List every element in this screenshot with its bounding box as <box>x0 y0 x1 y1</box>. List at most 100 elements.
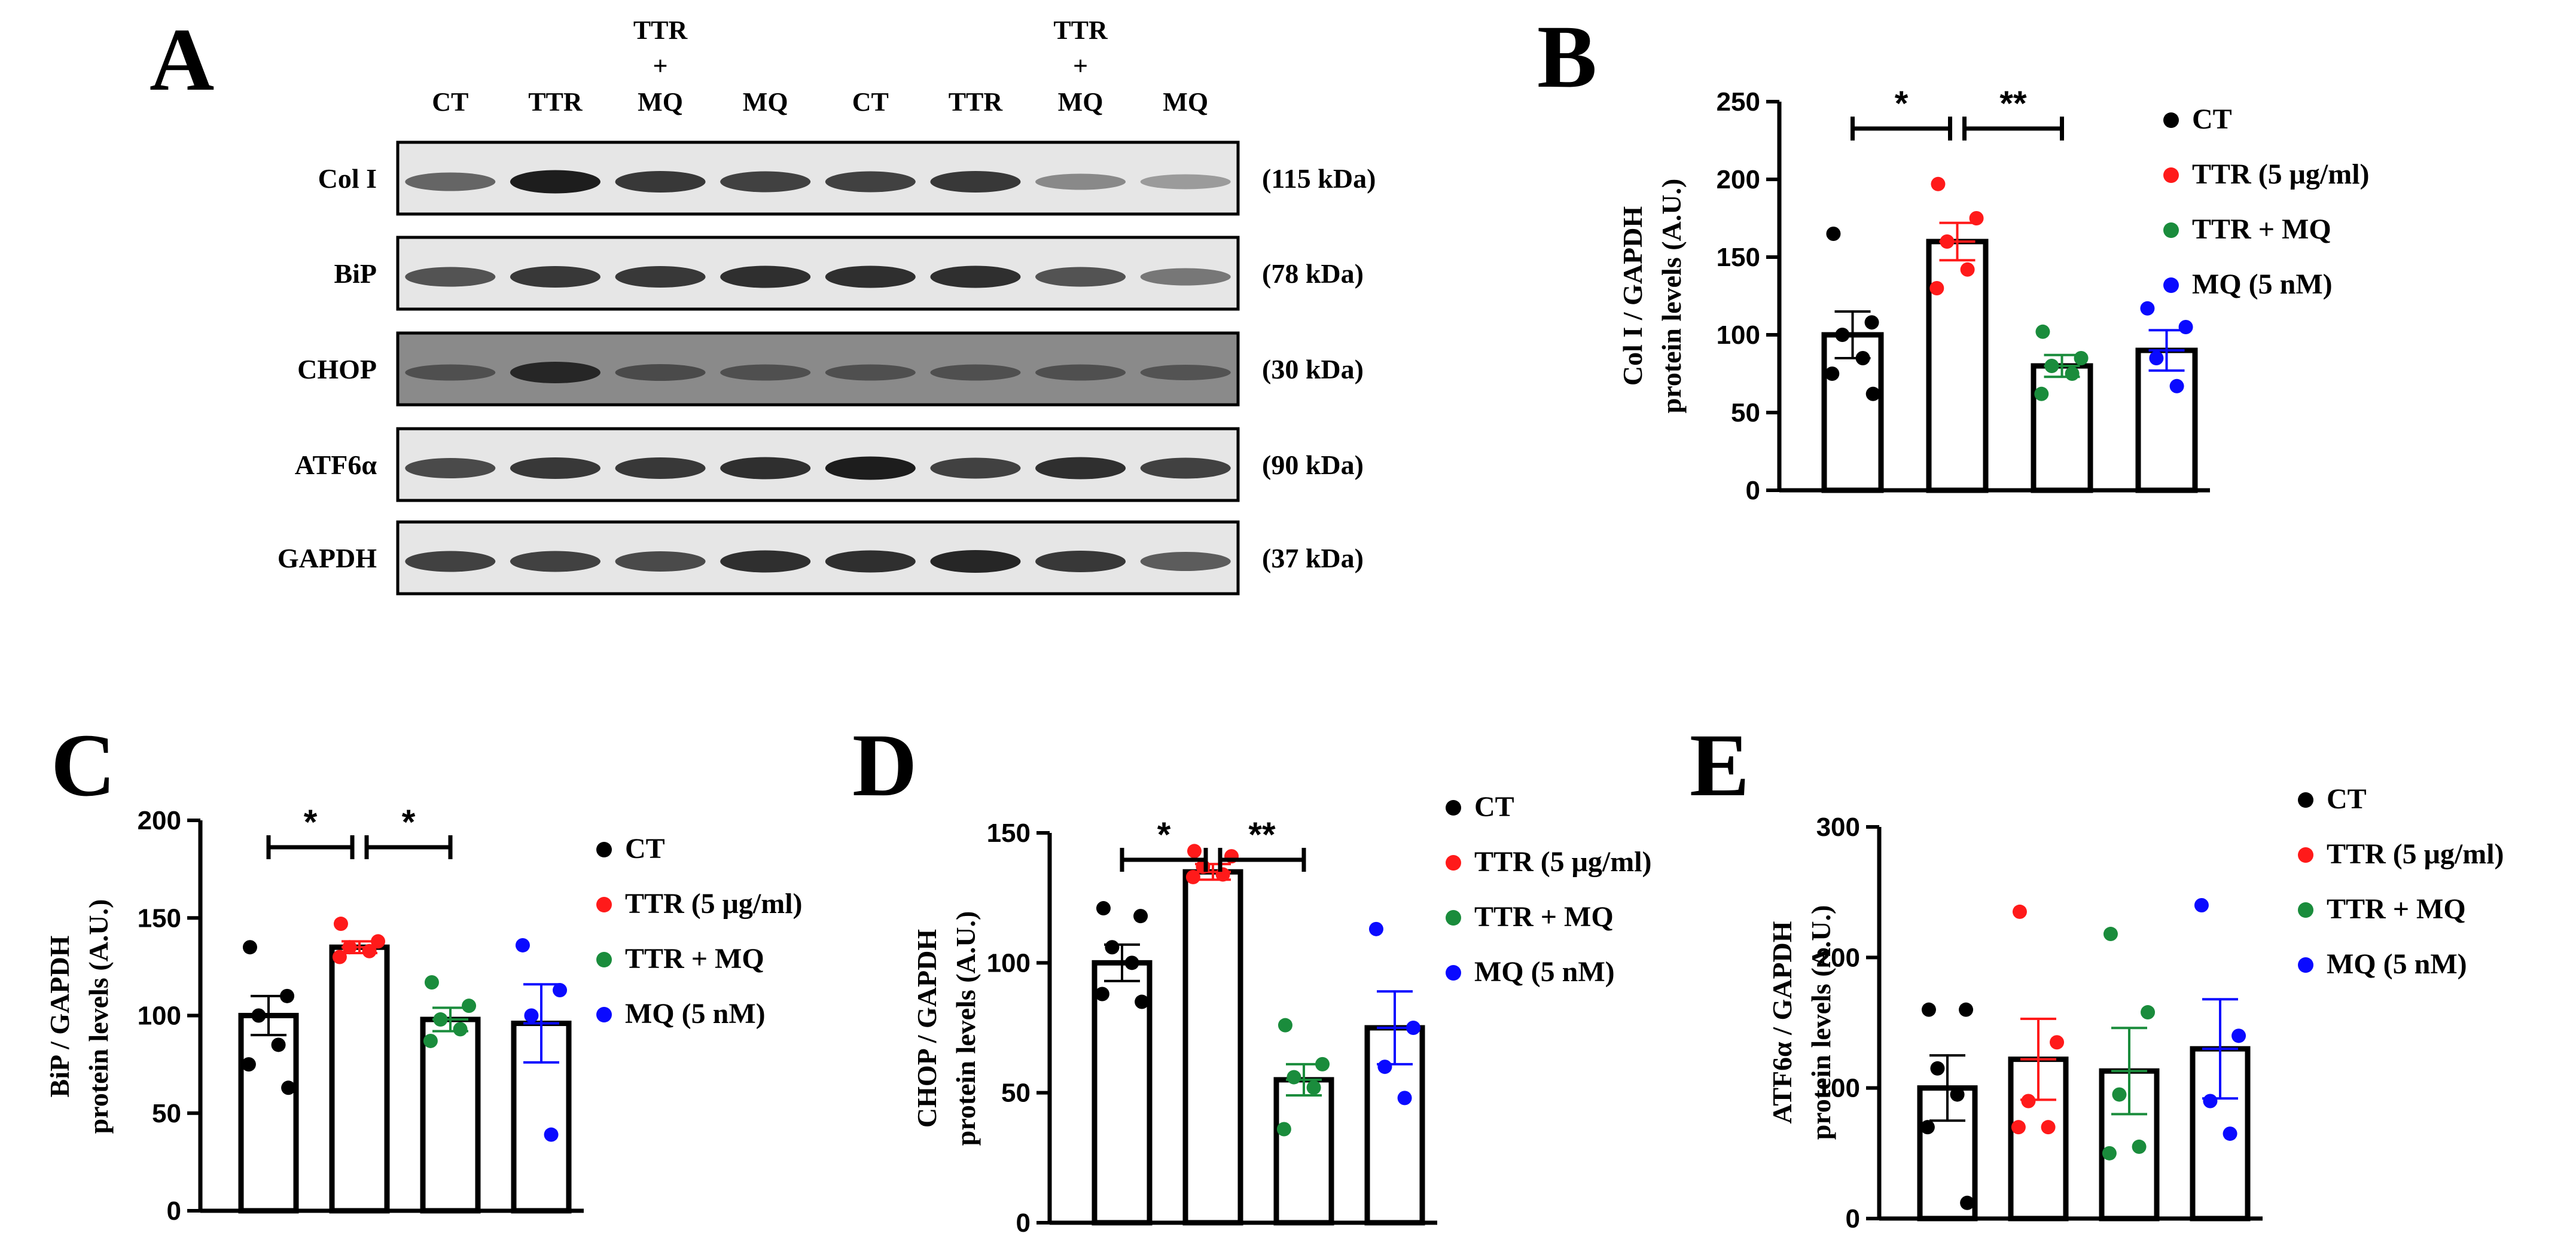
y-axis-label: protein levels (A.U.) <box>950 911 981 1146</box>
data-point <box>462 999 477 1013</box>
data-point <box>2074 351 2089 365</box>
blot-band <box>405 551 496 572</box>
data-point <box>1406 1021 1421 1035</box>
data-point <box>362 944 377 958</box>
data-point <box>1920 1120 1935 1135</box>
data-point <box>342 940 357 955</box>
data-point <box>280 988 295 1003</box>
legend-label: TTR (5 μg/ml) <box>2327 838 2504 870</box>
blot-band <box>1035 173 1126 190</box>
data-point <box>281 1080 296 1095</box>
blot-band <box>930 364 1021 381</box>
significance-label: * <box>402 803 416 842</box>
y-tick-label: 50 <box>1731 398 1760 428</box>
legend-marker <box>2298 847 2313 863</box>
y-tick-label: 150 <box>987 819 1031 848</box>
blot-band <box>405 267 496 287</box>
significance-label: ** <box>1248 816 1276 854</box>
data-point <box>2035 324 2050 339</box>
data-point <box>2231 1028 2246 1043</box>
y-tick-label: 200 <box>1717 165 1760 194</box>
data-point <box>1969 211 1984 225</box>
y-tick-label: 100 <box>138 1001 181 1031</box>
molecular-weight-label: (90 kDa) <box>1262 450 1364 480</box>
significance-label: * <box>1157 816 1171 854</box>
legend-marker <box>2163 277 2179 293</box>
legend-label: MQ (5 nM) <box>2327 948 2467 980</box>
data-point <box>1931 176 1946 191</box>
data-point <box>1096 901 1111 916</box>
lane-label: CT <box>432 87 468 117</box>
data-point <box>2044 359 2059 373</box>
bar <box>1926 239 1989 493</box>
blot-band <box>1035 457 1126 480</box>
legend-label: MQ (5 nM) <box>2192 268 2333 300</box>
chart-panel-d: D 0 50 100 150 CHOP / GAPDH protein levels (A… <box>852 716 1652 1238</box>
blot-band <box>1140 365 1231 380</box>
chart-d: 0 50 100 150 CHOP / GAPDH protein levels (A.U… <box>911 791 1652 1238</box>
data-point <box>1105 940 1120 955</box>
panel-letter-b: B <box>1537 7 1597 106</box>
y-tick-label: 150 <box>138 903 181 933</box>
legend-label: TTR + MQ <box>625 943 764 975</box>
y-axis-label: ATF6α / GAPDH <box>1767 921 1797 1123</box>
data-point <box>544 1127 559 1142</box>
lane-label: CT <box>852 87 889 117</box>
blot-band <box>720 457 811 480</box>
blot-band <box>615 266 706 288</box>
y-tick-label: 150 <box>1717 243 1760 272</box>
data-point <box>1276 1122 1291 1137</box>
y-tick-label: 0 <box>1846 1204 1860 1233</box>
y-axis-label: protein levels (A.U.) <box>1806 905 1836 1140</box>
blot-band <box>720 550 811 573</box>
legend-label: TTR + MQ <box>2192 213 2331 245</box>
legend-label: MQ (5 nM) <box>1474 956 1615 988</box>
data-point <box>1306 1080 1321 1095</box>
lane-label: MQ <box>1058 87 1103 117</box>
legend-marker <box>596 1007 612 1022</box>
blot-band <box>825 550 916 573</box>
lane-label: + <box>653 51 668 81</box>
data-point <box>333 917 348 932</box>
y-tick-label: 300 <box>1816 813 1860 842</box>
blot-band <box>405 172 496 191</box>
blot-band <box>720 265 811 288</box>
legend-marker <box>1446 910 1461 926</box>
data-point <box>553 983 568 998</box>
y-tick-label: 50 <box>152 1099 181 1128</box>
blot-band <box>1140 174 1231 190</box>
legend-marker <box>1446 855 1461 871</box>
y-tick-label: 100 <box>1717 320 1760 350</box>
blot-band <box>825 171 916 193</box>
blot-band <box>615 171 706 193</box>
data-point <box>1278 1018 1292 1033</box>
bar <box>238 1013 299 1214</box>
legend-marker <box>2298 902 2313 918</box>
data-point <box>1287 1070 1301 1085</box>
data-point <box>1826 227 1841 241</box>
data-point <box>241 1057 256 1072</box>
protein-label: CHOP <box>297 354 377 384</box>
y-tick-label: 200 <box>138 806 181 835</box>
blot-band <box>825 364 916 381</box>
bar <box>1092 960 1153 1226</box>
molecular-weight-label: (30 kDa) <box>1262 354 1364 384</box>
legend-label: CT <box>1474 791 1514 823</box>
data-point <box>1835 328 1850 342</box>
data-point <box>2223 1126 2237 1141</box>
lane-label: TTR <box>1053 16 1108 45</box>
legend-marker <box>2163 222 2179 238</box>
y-tick-label: 50 <box>1001 1079 1031 1108</box>
chart-b: 0 50 100 150 200 250 Col I / GAPDH protein leve… <box>1617 84 2370 505</box>
significance-label: * <box>304 803 318 842</box>
y-axis-label: CHOP / GAPDH <box>911 929 942 1128</box>
data-point <box>332 949 347 964</box>
data-point <box>2203 1094 2218 1109</box>
blot-band <box>510 362 600 383</box>
blot-band <box>1140 457 1231 479</box>
legend-label: TTR (5 μg/ml) <box>625 888 803 920</box>
lane-label: TTR <box>528 87 583 117</box>
data-point <box>2065 367 2080 381</box>
data-point <box>1940 234 1955 249</box>
